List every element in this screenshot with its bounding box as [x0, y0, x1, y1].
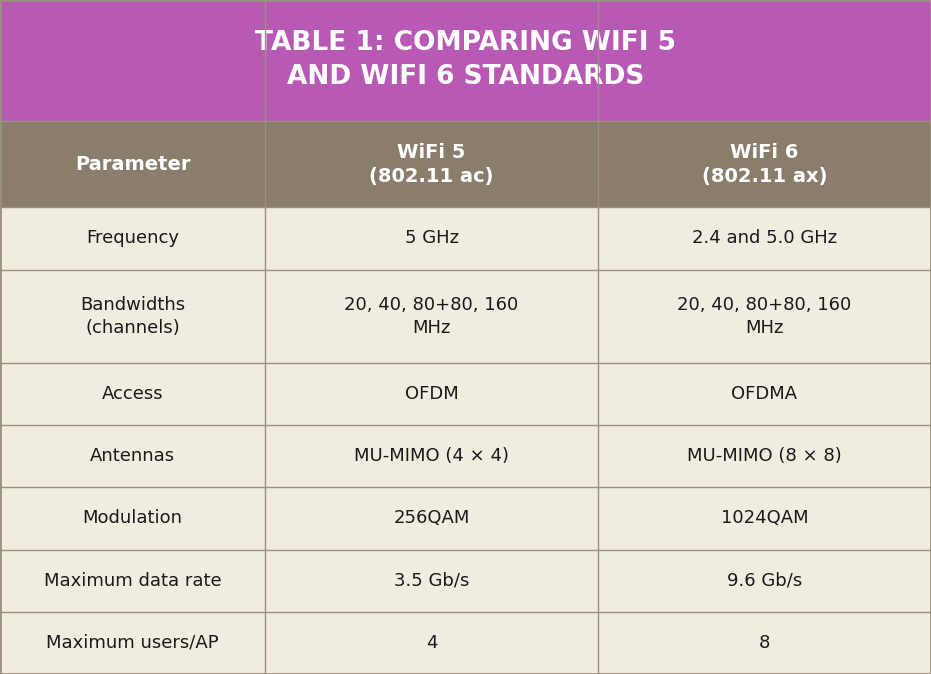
Text: 2.4 and 5.0 GHz: 2.4 and 5.0 GHz [692, 229, 837, 247]
Text: OFDM: OFDM [405, 385, 458, 403]
Text: Access: Access [101, 385, 164, 403]
Bar [598, 549, 931, 612]
Bar [598, 208, 931, 270]
Bar [598, 612, 931, 674]
Text: Bandwidths
(channels): Bandwidths (channels) [80, 296, 185, 337]
Text: Parameter: Parameter [74, 154, 191, 174]
Text: 4: 4 [425, 634, 438, 652]
Bar [0, 270, 265, 363]
Text: 256QAM: 256QAM [393, 510, 470, 528]
Bar [598, 425, 931, 487]
Text: Antennas: Antennas [90, 448, 175, 465]
Bar [0, 0, 931, 121]
Text: Maximum users/AP: Maximum users/AP [47, 634, 219, 652]
Bar [265, 487, 598, 549]
Text: Modulation: Modulation [83, 510, 182, 528]
Bar [265, 425, 598, 487]
Text: WiFi 6
(802.11 ax): WiFi 6 (802.11 ax) [702, 143, 827, 186]
Text: WiFi 5
(802.11 ac): WiFi 5 (802.11 ac) [370, 143, 493, 186]
Bar [265, 549, 598, 612]
Text: Maximum data rate: Maximum data rate [44, 572, 222, 590]
Text: 20, 40, 80+80, 160
MHz: 20, 40, 80+80, 160 MHz [344, 296, 519, 337]
Bar [265, 270, 598, 363]
Bar [265, 208, 598, 270]
Bar [0, 121, 265, 208]
Bar [598, 270, 931, 363]
Text: Frequency: Frequency [87, 229, 179, 247]
Bar [598, 487, 931, 549]
Bar [0, 487, 265, 549]
Text: 3.5 Gb/s: 3.5 Gb/s [394, 572, 469, 590]
Text: TABLE 1: COMPARING WIFI 5
AND WIFI 6 STANDARDS: TABLE 1: COMPARING WIFI 5 AND WIFI 6 STA… [255, 30, 676, 90]
Bar [0, 425, 265, 487]
Bar [0, 208, 265, 270]
Text: 8: 8 [759, 634, 770, 652]
Bar [265, 612, 598, 674]
Text: 1024QAM: 1024QAM [721, 510, 808, 528]
Bar [0, 612, 265, 674]
Text: MU-MIMO (4 × 4): MU-MIMO (4 × 4) [354, 448, 509, 465]
Text: 9.6 Gb/s: 9.6 Gb/s [727, 572, 802, 590]
Bar [0, 363, 265, 425]
Bar [0, 549, 265, 612]
Bar [265, 363, 598, 425]
Bar [265, 121, 598, 208]
Text: 20, 40, 80+80, 160
MHz: 20, 40, 80+80, 160 MHz [677, 296, 852, 337]
Bar [598, 363, 931, 425]
Text: MU-MIMO (8 × 8): MU-MIMO (8 × 8) [687, 448, 842, 465]
Bar [598, 121, 931, 208]
Text: OFDMA: OFDMA [731, 385, 798, 403]
Text: 5 GHz: 5 GHz [404, 229, 459, 247]
